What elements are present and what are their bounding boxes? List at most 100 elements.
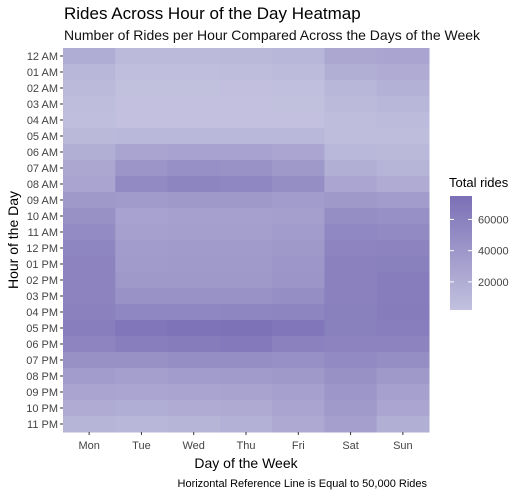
heatmap-cell — [219, 224, 273, 241]
heatmap-cell — [63, 48, 116, 65]
y-tick-label: 01 PM — [26, 259, 58, 271]
heatmap-cell — [376, 256, 430, 273]
heatmap-cell — [272, 336, 325, 353]
y-tick-label: 11 PM — [27, 419, 58, 431]
heatmap-cell — [115, 112, 169, 129]
heatmap-cell — [324, 320, 378, 337]
x-tick-label: Wed — [183, 440, 205, 452]
heatmap-cell — [324, 64, 378, 81]
y-tick-label: 10 PM — [26, 403, 58, 415]
heatmap-cell — [63, 400, 116, 417]
heatmap-cell — [219, 256, 273, 273]
chart-title: Rides Across Hour of the Day Heatmap — [64, 4, 361, 23]
heatmap-cell — [219, 192, 273, 209]
heatmap-cell — [324, 352, 378, 369]
heatmap-cell — [167, 400, 221, 417]
heatmap-cell — [167, 64, 221, 81]
heatmap-cell — [115, 336, 169, 353]
heatmap-cell — [324, 400, 378, 417]
heatmap-cell — [63, 336, 116, 353]
heatmap-cell — [63, 384, 116, 401]
heatmap-cell — [167, 384, 221, 401]
legend: Total rides 20000 40000 60000 — [449, 175, 509, 310]
heatmap-cell — [167, 112, 221, 129]
heatmap-cell — [324, 240, 378, 257]
heatmap-cell — [167, 416, 221, 433]
heatmap-cell — [219, 96, 273, 113]
heatmap-cell — [167, 336, 221, 353]
heatmap-cell — [115, 240, 169, 257]
chart-caption: Horizontal Reference Line is Equal to 50… — [178, 478, 428, 490]
heatmap-cell — [219, 48, 273, 65]
heatmap-cell — [376, 304, 430, 321]
heatmap-cell — [376, 176, 430, 193]
heatmap-cell — [324, 304, 378, 321]
heatmap-cell — [115, 368, 169, 385]
heatmap-cell — [63, 160, 116, 177]
heatmap-cell — [376, 128, 430, 145]
heatmap-cell — [115, 192, 169, 209]
heatmap-cell — [376, 144, 430, 161]
heatmap-cell — [324, 224, 378, 241]
x-tick-label: Tue — [132, 440, 151, 452]
heatmap-cell — [272, 416, 325, 433]
y-tick-label: 08 AM — [27, 179, 58, 191]
y-tick-label: 08 PM — [26, 371, 58, 383]
heatmap-cell — [167, 96, 221, 113]
heatmap-cell — [324, 208, 378, 225]
heatmap-cell — [63, 96, 116, 113]
heatmap-cell — [167, 144, 221, 161]
x-tick-label: Mon — [78, 440, 99, 452]
heatmap-cell — [324, 160, 378, 177]
heatmap-cell — [272, 352, 325, 369]
heatmap-cell — [219, 176, 273, 193]
heatmap-cell — [376, 64, 430, 81]
heatmap-cell — [219, 416, 273, 433]
heatmap-cell — [167, 288, 221, 305]
y-tick-label: 12 AM — [27, 51, 58, 63]
heatmap-cell — [376, 208, 430, 225]
y-tick-label: 09 PM — [26, 387, 58, 399]
heatmap-cell — [115, 400, 169, 417]
y-tick-label: 11 AM — [28, 227, 58, 239]
heatmap-cell — [272, 256, 325, 273]
heatmap-cell — [115, 80, 169, 97]
heatmap-cell — [272, 96, 325, 113]
heatmap-cell — [376, 80, 430, 97]
heatmap-cell — [324, 112, 378, 129]
heatmap-cell — [376, 240, 430, 257]
heatmap-cell — [272, 112, 325, 129]
heatmap-cells — [63, 48, 430, 433]
heatmap-cell — [219, 384, 273, 401]
heatmap-cell — [324, 176, 378, 193]
heatmap-cell — [63, 80, 116, 97]
y-tick-label: 04 PM — [26, 307, 58, 319]
heatmap-cell — [63, 416, 116, 433]
heatmap-cell — [115, 304, 169, 321]
heatmap-cell — [167, 192, 221, 209]
y-tick-label: 12 PM — [26, 243, 58, 255]
heatmap-cell — [324, 128, 378, 145]
heatmap-cell — [376, 288, 430, 305]
heatmap-cell — [376, 48, 430, 65]
heatmap-cell — [324, 288, 378, 305]
heatmap-cell — [219, 144, 273, 161]
heatmap-cell — [115, 416, 169, 433]
heatmap-cell — [324, 256, 378, 273]
heatmap-cell — [115, 64, 169, 81]
heatmap-cell — [63, 256, 116, 273]
heatmap-cell — [219, 288, 273, 305]
heatmap-cell — [219, 112, 273, 129]
heatmap-cell — [376, 400, 430, 417]
heatmap-cell — [167, 224, 221, 241]
heatmap-cell — [219, 240, 273, 257]
heatmap-cell — [167, 176, 221, 193]
y-tick-label: 03 PM — [26, 291, 58, 303]
heatmap-cell — [272, 192, 325, 209]
legend-tick-label: 40000 — [478, 246, 509, 258]
heatmap-cell — [219, 160, 273, 177]
legend-color-bar — [450, 196, 472, 310]
heatmap-cell — [376, 368, 430, 385]
y-tick-label: 07 AM — [27, 163, 58, 175]
heatmap-cell — [272, 64, 325, 81]
